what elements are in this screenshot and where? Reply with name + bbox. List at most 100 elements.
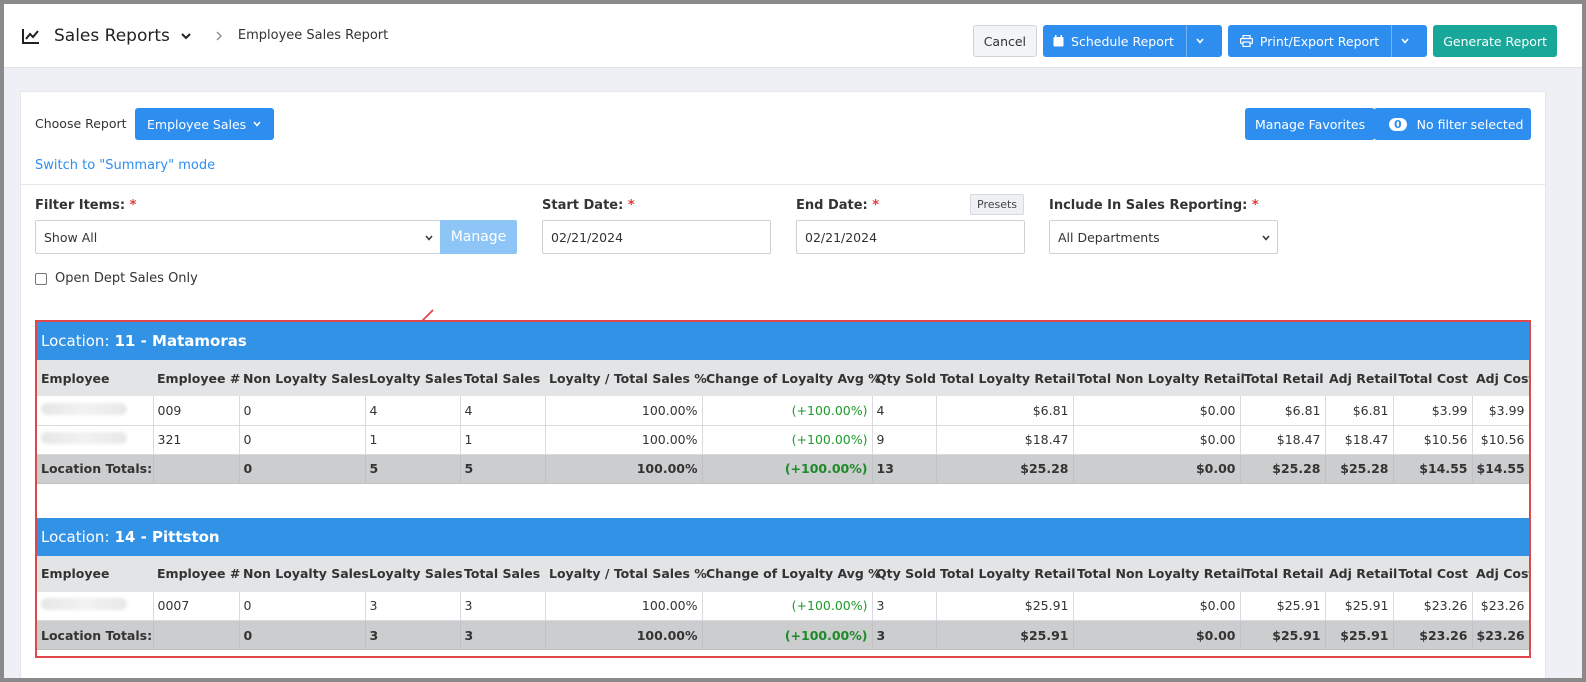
print-dropdown-toggle[interactable]: [1391, 25, 1417, 57]
table-cell: 13: [872, 454, 937, 484]
column-header[interactable]: Employee: [37, 360, 153, 396]
breadcrumb: Employee Sales Report: [237, 28, 389, 43]
location-prefix: Location:: [41, 332, 110, 350]
schedule-report-button[interactable]: Schedule Report: [1043, 25, 1222, 57]
report-card: Choose Report Employee Sales Switch to "…: [20, 91, 1546, 678]
table-cell: 9: [872, 425, 937, 455]
table-cell: $3.99: [1393, 396, 1473, 426]
chevron-down-icon: [1262, 235, 1270, 241]
chevron-right-icon: [216, 31, 222, 40]
column-header[interactable]: Total Sales: [460, 360, 545, 396]
table-cell: $14.55: [1472, 454, 1529, 484]
manage-button[interactable]: Manage: [440, 220, 517, 254]
table-cell: (+100.00%): [702, 454, 873, 484]
table-cell: 100.00%: [545, 620, 703, 650]
table-cell: 1: [460, 425, 546, 455]
column-header[interactable]: Employee: [37, 555, 153, 592]
calendar-icon: [1053, 35, 1064, 47]
table-cell: 3: [365, 620, 461, 650]
table-cell: 100.00%: [545, 396, 703, 426]
table-cell: $23.26: [1472, 620, 1529, 650]
column-header[interactable]: Loyalty / Total Sales %: [545, 555, 707, 592]
sales-table: Employee Employee # Non Loyalty Sales Loyal…: [37, 555, 1529, 650]
sales-table: Employee Employee # Non Loyalty Sales Loyal…: [37, 360, 1529, 484]
chevron-down-icon[interactable]: [180, 30, 192, 42]
column-header[interactable]: Total Sales: [460, 555, 545, 592]
column-header[interactable]: Total Retail: [1240, 555, 1325, 592]
column-header[interactable]: Qty Sold: [872, 555, 936, 592]
column-header[interactable]: Total Loyalty Retail: [936, 360, 1075, 396]
schedule-dropdown-toggle[interactable]: [1185, 25, 1212, 57]
column-header[interactable]: Total Non Loyalty Retail: [1073, 360, 1245, 396]
open-dept-row[interactable]: Open Dept Sales Only: [35, 271, 198, 286]
column-header[interactable]: Adj Retail: [1325, 360, 1397, 396]
include-reporting-label: Include In Sales Reporting: *: [1049, 198, 1259, 213]
table-cell: $0.00: [1073, 396, 1241, 426]
open-dept-checkbox[interactable]: [35, 272, 47, 285]
column-header[interactable]: Loyalty Sales: [365, 360, 463, 396]
start-date-input[interactable]: 02/21/2024: [542, 220, 771, 254]
column-header[interactable]: Total Loyalty Retail: [936, 555, 1075, 592]
column-header[interactable]: Non Loyalty Sales: [239, 360, 369, 396]
table-cell: $25.91: [1325, 591, 1394, 621]
column-header[interactable]: Change of Loyalty Avg %: [702, 360, 881, 396]
table-cell: [37, 591, 154, 621]
table-cell: 3: [872, 591, 937, 621]
location-spacer: [37, 484, 1529, 518]
table-cell: 5: [365, 454, 461, 484]
choose-report-label: Choose Report: [35, 116, 127, 131]
table-cell: 321: [153, 425, 240, 455]
page-title[interactable]: Sales Reports: [54, 25, 170, 46]
table-cell: [37, 425, 154, 455]
cancel-button[interactable]: Cancel: [972, 25, 1038, 57]
table-cell: $25.91: [1325, 620, 1394, 650]
column-header[interactable]: Total Retail: [1240, 360, 1325, 396]
column-header[interactable]: Adj Cost: [1472, 555, 1529, 592]
filter-items-value: Show All: [44, 229, 98, 245]
column-header[interactable]: Total Cost: [1393, 555, 1472, 592]
end-date-input[interactable]: 02/21/2024: [796, 220, 1025, 254]
switch-summary-link[interactable]: Switch to "Summary" mode: [35, 158, 216, 173]
table-row: 321 0 1 1 100.00% (+100.00%) 9 $18.47 $0.00 $18.4…: [37, 425, 1529, 455]
column-header[interactable]: Total Cost: [1393, 360, 1472, 396]
generate-report-button[interactable]: Generate Report: [1433, 25, 1557, 57]
column-header[interactable]: Adj Cost: [1472, 360, 1529, 396]
column-header[interactable]: Employee #: [153, 360, 240, 396]
presets-button[interactable]: Presets: [970, 194, 1025, 215]
table-cell: 4: [460, 396, 546, 426]
table-row: 009 0 4 4 100.00% (+100.00%) 4 $6.81 $0.00 $6.81 $…: [37, 396, 1529, 426]
column-header[interactable]: Change of Loyalty Avg %: [702, 555, 881, 592]
filter-status-button[interactable]: 0 No filter selected: [1374, 108, 1531, 140]
column-header[interactable]: Loyalty / Total Sales %: [545, 360, 707, 396]
redacted-employee-name: [41, 402, 127, 415]
column-header[interactable]: Non Loyalty Sales: [239, 555, 369, 592]
print-export-button[interactable]: Print/Export Report: [1227, 25, 1428, 57]
filter-items-select[interactable]: Show All: [35, 220, 441, 254]
table-cell: $3.99: [1472, 396, 1529, 426]
schedule-report-label: Schedule Report: [1071, 33, 1174, 49]
column-header[interactable]: Adj Retail: [1325, 555, 1397, 592]
table-cell: [153, 620, 240, 650]
filter-status-label: No filter selected: [1416, 116, 1524, 132]
table-cell: 0: [239, 454, 366, 484]
chevron-down-icon: [1196, 38, 1204, 44]
app-frame: Sales Reports Employee Sales Report Canc…: [4, 4, 1582, 678]
table-cell: (+100.00%): [702, 620, 873, 650]
include-reporting-select[interactable]: All Departments: [1049, 220, 1278, 254]
column-header[interactable]: Qty Sold: [872, 360, 936, 396]
column-header[interactable]: Employee #: [153, 555, 240, 592]
table-cell: Location Totals:: [37, 620, 154, 650]
location-totals-row: Location Totals: 0 5 5 100.00% (+100.00%) 13 $2…: [37, 454, 1529, 484]
table-cell: 100.00%: [545, 425, 703, 455]
table-cell: $25.28: [1240, 454, 1326, 484]
printer-icon: [1239, 35, 1253, 47]
report-selector-button[interactable]: Employee Sales: [135, 108, 275, 140]
table-cell: $25.28: [936, 454, 1074, 484]
table-cell: 0: [239, 396, 366, 426]
table-cell: $6.81: [1240, 396, 1326, 426]
location-name: 11 - Matamoras: [114, 332, 247, 350]
column-header[interactable]: Total Non Loyalty Retail: [1073, 555, 1245, 592]
manage-favorites-button[interactable]: Manage Favorites: [1245, 108, 1376, 140]
top-bar: Sales Reports Employee Sales Report Canc…: [4, 4, 1582, 68]
column-header[interactable]: Loyalty Sales: [365, 555, 463, 592]
